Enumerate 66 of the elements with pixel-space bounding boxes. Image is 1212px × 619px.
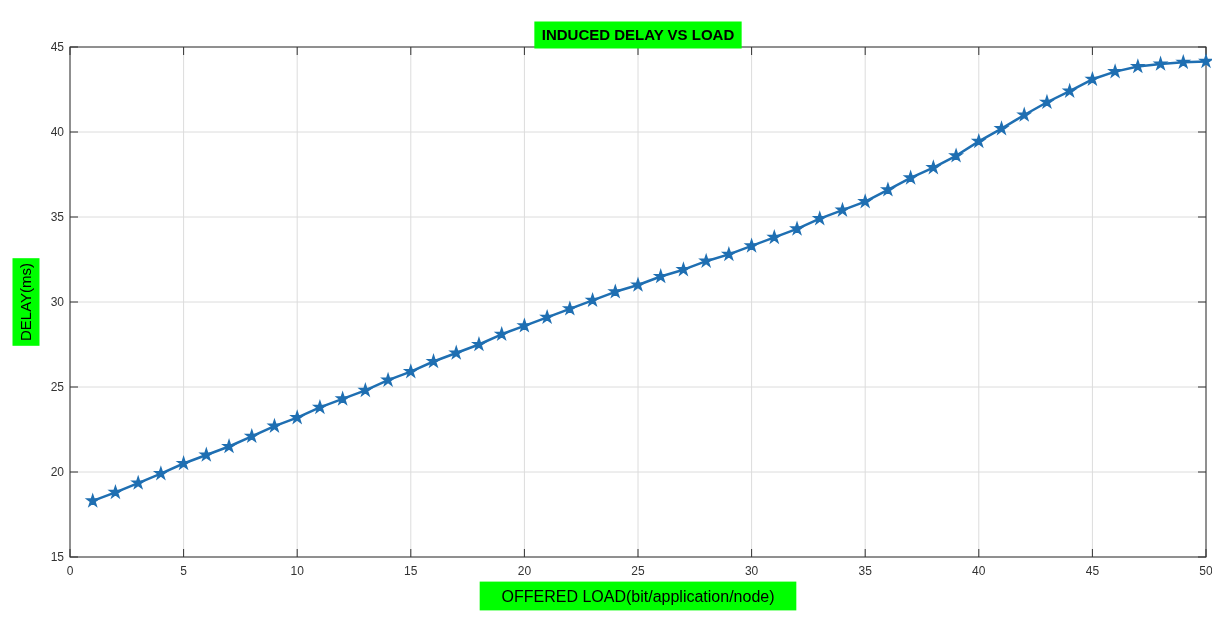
x-tick-label: 0 (66, 564, 74, 578)
y-axis-title: DELAY(ms) (17, 262, 35, 342)
point (177, 456, 191, 470)
point (972, 134, 986, 147)
point (1017, 108, 1031, 121)
y-tick-label: 20 (50, 465, 65, 480)
point (1085, 72, 1099, 85)
point (472, 337, 486, 351)
point (1039, 93, 1055, 109)
x-axis-title: OFFERED LOAD(bit/application/node) (501, 587, 775, 605)
point (313, 400, 327, 413)
x-tick-label: 5 (180, 564, 188, 578)
x-tick-label: 40 (972, 564, 986, 578)
point (540, 310, 554, 323)
point (199, 448, 213, 461)
point (154, 466, 168, 480)
point (131, 476, 145, 489)
x-tick-label: 30 (744, 564, 759, 578)
point (495, 327, 509, 340)
point (813, 211, 827, 225)
point (381, 373, 395, 386)
x-tick-label: 10 (290, 564, 305, 578)
point (1176, 55, 1190, 68)
y-tick-label: 25 (50, 380, 65, 395)
point (563, 302, 577, 315)
point (404, 364, 418, 378)
chart-title: INDUCED DELAY VS LOAD (541, 26, 735, 44)
point (904, 171, 918, 184)
point (336, 392, 350, 405)
point (449, 346, 463, 359)
y-tick-label: 30 (50, 295, 65, 310)
x-tick-label: 15 (404, 564, 418, 578)
point (427, 354, 440, 368)
point (654, 269, 668, 283)
point (881, 183, 895, 196)
point (608, 285, 622, 298)
point (290, 410, 304, 424)
y-tick-label: 40 (50, 125, 65, 140)
point (722, 247, 736, 260)
x-tick-label: 35 (858, 564, 873, 578)
x-tick-label: 45 (1085, 564, 1100, 578)
x-tick-label: 20 (517, 564, 532, 578)
y-tick-label: 15 (50, 550, 65, 565)
point (1063, 84, 1077, 97)
y-tick-label: 35 (50, 210, 65, 225)
point (790, 222, 804, 235)
point (1108, 64, 1122, 78)
y-tick-label: 45 (50, 40, 65, 55)
point (86, 494, 100, 507)
point (949, 149, 963, 162)
point (699, 254, 713, 267)
point (358, 383, 372, 396)
point (631, 278, 645, 291)
point (222, 439, 236, 453)
point (1199, 54, 1212, 68)
point (745, 239, 759, 252)
point (517, 319, 531, 332)
point (245, 429, 259, 442)
point (1131, 59, 1145, 73)
point (926, 160, 940, 174)
x-tick-label: 25 (631, 564, 645, 578)
point (767, 230, 781, 243)
x-tick-label: 50 (1199, 564, 1212, 578)
point (677, 262, 690, 276)
point (858, 194, 872, 208)
point (995, 121, 1008, 135)
